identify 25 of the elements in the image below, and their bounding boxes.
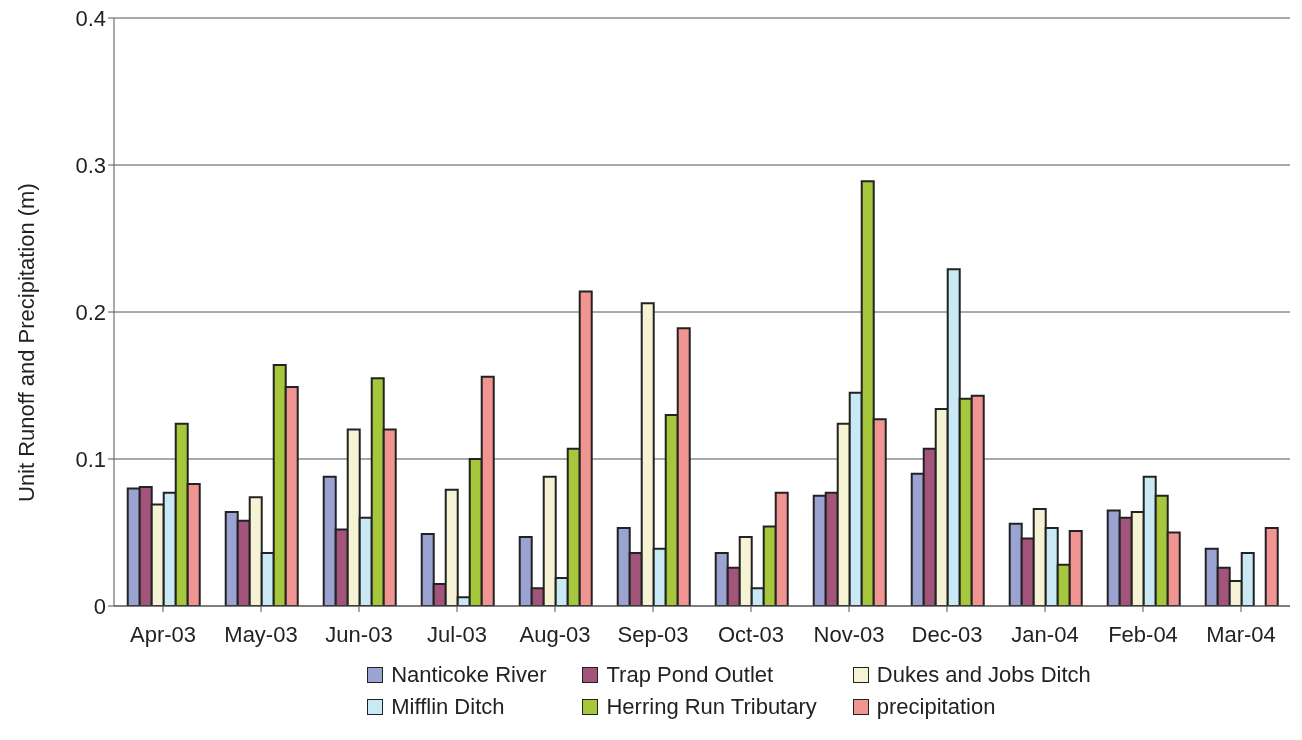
legend-label: Mifflin Ditch — [391, 694, 505, 720]
legend-label: Nanticoke River — [391, 662, 547, 688]
x-tick-label: Oct-03 — [717, 621, 785, 647]
x-tick-label: Sep-03 — [617, 621, 689, 647]
x-tick-label: Aug-03 — [519, 621, 591, 647]
x-tick-label: Jan-04 — [1011, 621, 1079, 647]
y-tick-label: 0.3 — [75, 152, 106, 178]
x-tick-label: May-03 — [224, 621, 298, 647]
y-axis-title: Unit Runoff and Precipitation (m) — [13, 183, 39, 502]
x-tick-label: Jul-03 — [427, 621, 487, 647]
y-tick-label: 0.1 — [75, 446, 106, 472]
x-tick-label: Apr-03 — [129, 621, 197, 647]
legend-label: precipitation — [876, 694, 996, 720]
y-tick-label: 0.2 — [75, 299, 106, 325]
x-tick-label: Mar-04 — [1206, 621, 1276, 647]
legend-label: Trap Pond Outlet — [606, 662, 774, 688]
y-tick-label: 0 — [93, 593, 106, 619]
x-tick-label: Dec-03 — [911, 621, 983, 647]
legend-label: Dukes and Jobs Ditch — [876, 662, 1091, 688]
y-tick-label: 0.4 — [75, 5, 106, 31]
x-tick-label: Feb-04 — [1108, 621, 1178, 647]
legend-label: Herring Run Tributary — [606, 694, 817, 720]
bar — [1264, 527, 1279, 606]
x-tick-label: Jun-03 — [325, 621, 393, 647]
x-tick-label: Nov-03 — [813, 621, 885, 647]
